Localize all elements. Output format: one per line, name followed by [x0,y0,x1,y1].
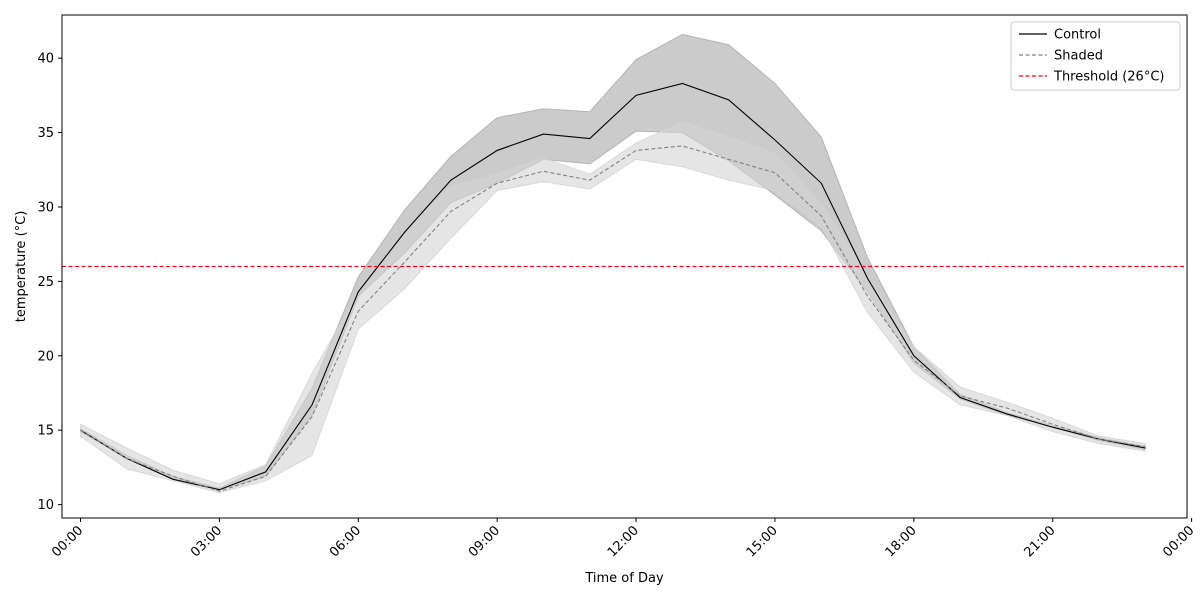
legend-box [1010,21,1181,91]
y-axis-label: temperature (°C) [14,211,29,323]
y-tick-label: 10 [37,498,54,513]
shaded-line [80,145,1146,492]
x-tick-label: 03:00 [188,523,225,560]
legend-label: Threshold (26°C) [1053,70,1164,85]
x-tick-label: 00:00 [49,523,86,560]
y-tick-label: 40 [37,52,54,67]
x-tick-label: 21:00 [1021,523,1058,560]
plot-frame [61,14,1188,519]
y-tick-label: 20 [37,349,54,364]
control-line [80,82,1146,491]
x-tick-label: 09:00 [466,523,503,560]
shaded-band [80,121,1146,494]
control-band [80,33,1146,491]
y-tick-label: 30 [37,200,54,215]
x-axis-ticks: 00:00 03:00 06:00 09:00 12:00 15:00 18:00 21:00… [49,518,1197,560]
x-tick-label: 12:00 [605,523,642,560]
x-tick-label: 15:00 [744,523,781,560]
legend-label: Shaded [1054,49,1103,64]
y-axis-ticks: 10 15 20 25 30 35 40 [37,52,62,513]
x-tick-label: 06:00 [327,523,364,560]
confidence-bands [80,33,1146,494]
series-lines [80,82,1146,492]
y-tick-label: 15 [37,424,54,439]
legend: Control Shaded Threshold (26°C) [1010,21,1181,91]
legend-label: Control [1054,28,1101,43]
y-tick-label: 25 [37,275,54,290]
y-tick-label: 35 [37,126,54,141]
x-tick-label: 00:00 [1160,523,1197,560]
x-axis-label: Time of Day [584,571,664,586]
x-tick-label: 18:00 [883,523,920,560]
